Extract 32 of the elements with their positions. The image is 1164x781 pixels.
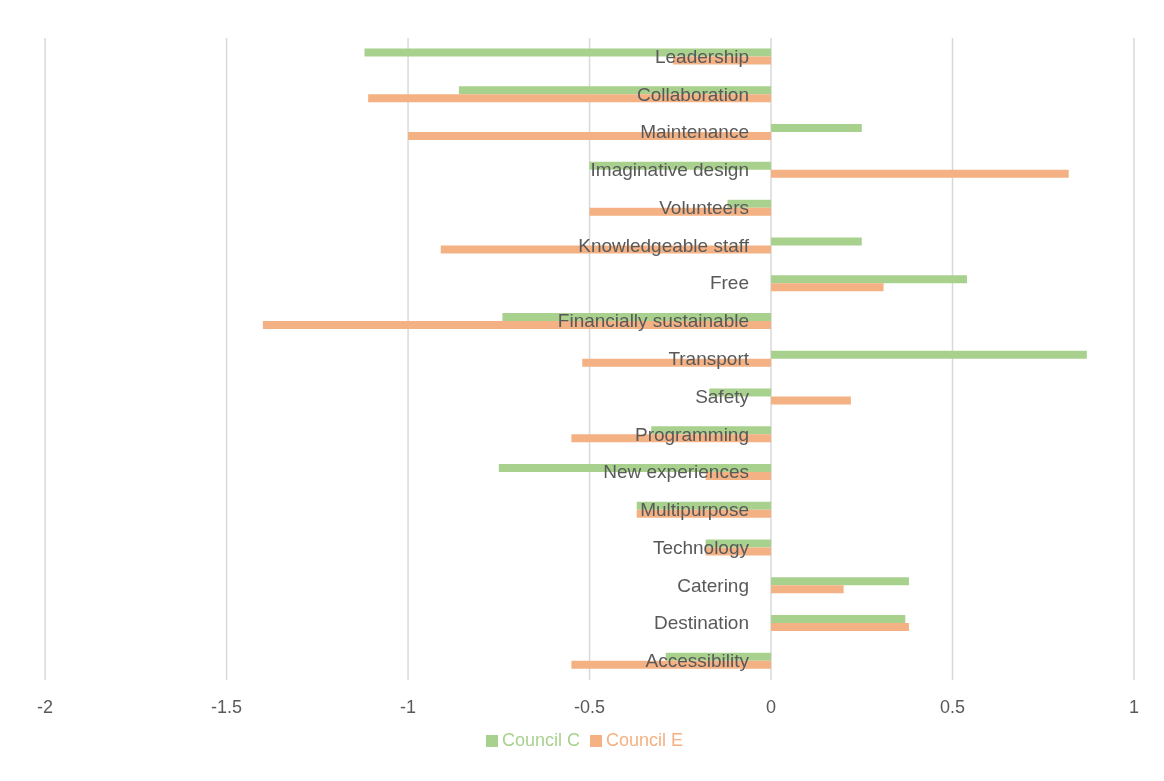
x-tick-label: -1 [400,696,417,717]
bar [771,275,968,284]
y-tick-label: Collaboration [637,83,749,105]
y-tick-label: Financially sustainable [557,310,749,332]
bar [771,169,1069,178]
bar [771,577,909,586]
x-tick-label: 0 [766,696,777,717]
legend-label: Council C [501,730,580,750]
y-tick-label: Destination [653,612,749,634]
x-tick-label: -1.5 [211,696,243,717]
bar [771,124,862,133]
y-tick-label: Programming [634,423,749,445]
y-tick-label: Accessibility [645,650,750,672]
y-tick-label: Transport [668,348,750,369]
y-tick-label: Free [709,272,749,294]
y-tick-label: Leadership [654,45,749,67]
bar [771,396,851,405]
y-tick-label: Multipurpose [640,499,749,521]
x-tick-label: -2 [37,696,54,717]
x-tick-label: -0.5 [574,696,606,717]
x-tick-label: 1 [1128,696,1140,717]
x-tick-label: 0.5 [940,696,966,717]
y-tick-label: New experiences [603,461,749,483]
bar [771,615,906,624]
bar [771,585,844,594]
bar [771,350,1087,359]
legend-label: Council E [605,730,684,750]
bar [771,623,909,632]
bar [771,237,862,246]
bar [771,283,884,292]
y-tick-label: Imaginative design [590,159,749,181]
y-tick-label: Catering [677,574,749,596]
